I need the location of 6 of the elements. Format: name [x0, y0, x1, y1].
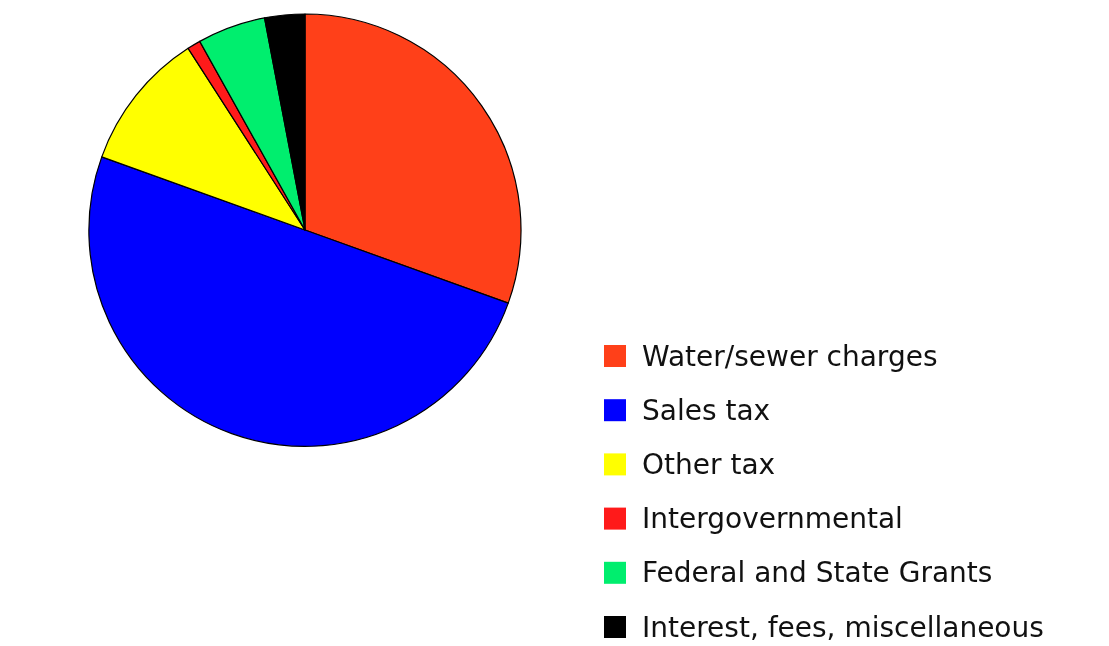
legend-label: Federal and State Grants — [642, 556, 993, 590]
legend-label: Sales tax — [642, 393, 771, 427]
legend-label: Interest, fees, miscellaneous — [642, 610, 1044, 644]
legend-label: Other tax — [642, 447, 776, 481]
legend-label: Water/sewer charges — [642, 339, 938, 373]
legend-label: Intergovernmental — [642, 502, 903, 536]
